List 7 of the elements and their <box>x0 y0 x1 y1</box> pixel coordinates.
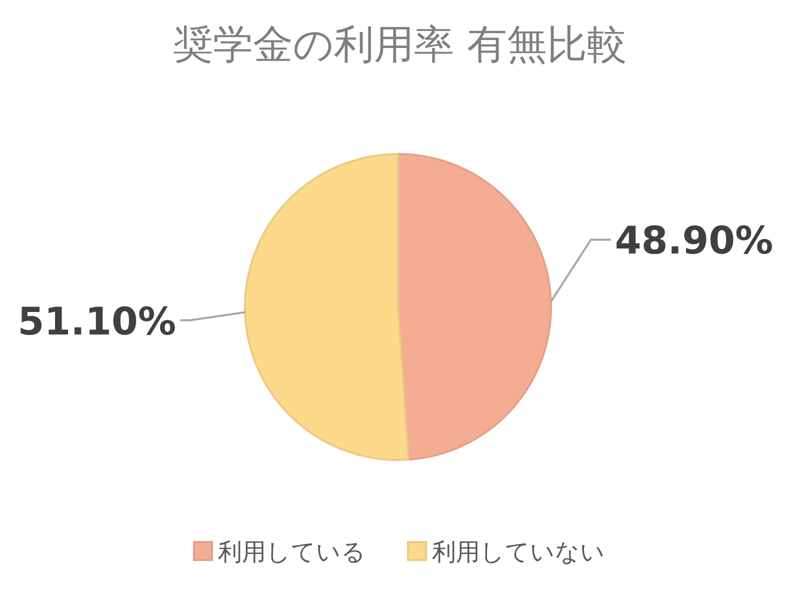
pie-slice <box>397 153 552 461</box>
pie-slice <box>244 153 410 461</box>
data-label: 48.90% <box>614 218 774 263</box>
legend-label: 利用している <box>218 538 366 566</box>
data-label: 51.10% <box>18 299 176 344</box>
chart-title: 奨学金の利用率 有無比較 <box>173 22 627 68</box>
legend-label: 利用していない <box>432 538 605 566</box>
